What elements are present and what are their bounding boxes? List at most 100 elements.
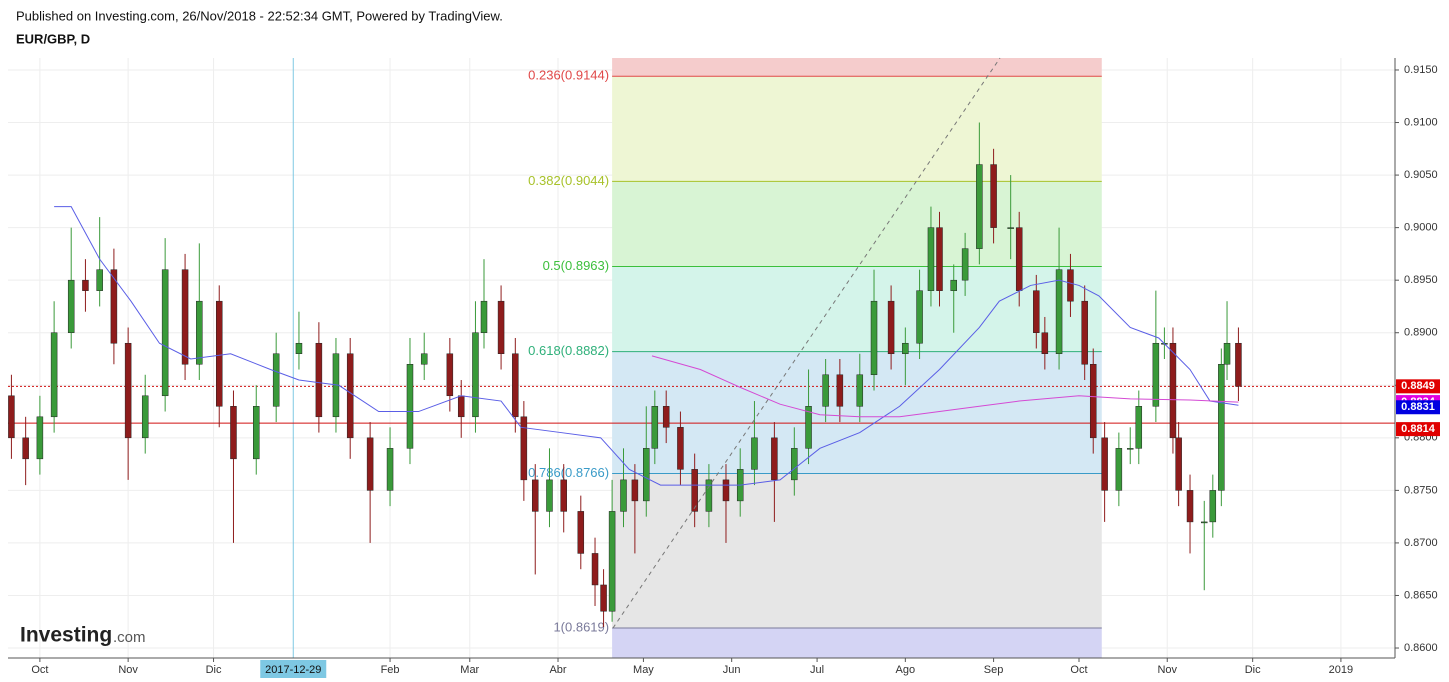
- candle-body: [620, 479, 627, 512]
- candle-body: [1067, 269, 1074, 302]
- logo-suffix: .com: [113, 629, 146, 646]
- candle-body: [446, 353, 454, 397]
- candle-body: [722, 479, 730, 502]
- candle-body: [50, 332, 58, 418]
- fib-band: [612, 58, 1102, 77]
- cursor-label-box: [260, 660, 327, 678]
- candle-body: [230, 406, 237, 460]
- candle-body: [346, 353, 354, 439]
- y-tick-label: 0.8750: [1404, 484, 1438, 496]
- y-tick-label: 0.8700: [1404, 537, 1438, 549]
- candle-body: [480, 300, 488, 333]
- y-tick-label: 0.9100: [1404, 116, 1438, 128]
- moving-average: [54, 206, 1239, 486]
- candle-body: [691, 469, 698, 512]
- x-tick-label: Ago: [896, 664, 916, 676]
- x-tick-label: Nov: [1157, 664, 1177, 676]
- y-tick-label: 0.9050: [1404, 169, 1438, 181]
- candle-body: [406, 364, 414, 449]
- candle-body: [677, 427, 684, 470]
- candle-body: [631, 479, 639, 502]
- candle-body: [990, 164, 997, 228]
- candle-body: [856, 374, 864, 407]
- candle-body: [1126, 448, 1134, 450]
- fib-label: 1(0.8619): [553, 619, 609, 634]
- candle-body: [836, 374, 844, 407]
- y-tick-label: 0.9000: [1404, 222, 1438, 234]
- candle-body: [608, 511, 616, 612]
- candle-body: [1041, 332, 1049, 354]
- fib-band: [612, 76, 1102, 182]
- candle-body: [272, 353, 280, 407]
- y-tick-label: 0.8950: [1404, 274, 1438, 286]
- candle-body: [916, 290, 923, 344]
- y-tick-label: 0.8600: [1404, 642, 1438, 654]
- price-label: 0.8849: [1401, 380, 1435, 392]
- candle-body: [705, 479, 713, 512]
- candle-body: [520, 416, 528, 481]
- candle-body: [472, 332, 479, 418]
- candle-body: [457, 395, 465, 418]
- y-tick-label: 0.9150: [1404, 64, 1438, 76]
- fib-band: [612, 628, 1102, 658]
- x-tick-label: Sep: [984, 664, 1004, 676]
- candle-body: [961, 248, 969, 281]
- candle-body: [497, 300, 505, 354]
- candle-body: [1115, 448, 1123, 491]
- candle-body: [577, 511, 585, 554]
- fib-label: 0.618(0.8882): [528, 343, 609, 358]
- candle-body: [1223, 342, 1231, 365]
- candle-body: [600, 584, 607, 612]
- candle-body: [791, 448, 798, 481]
- candle-body: [1089, 364, 1097, 439]
- x-tick-label: Dic: [1245, 664, 1261, 676]
- published-note: Published on Investing.com, 26/Nov/2018 …: [16, 8, 503, 23]
- fib-label: 0.382(0.9044): [528, 173, 609, 188]
- y-tick-label: 0.8650: [1404, 589, 1438, 601]
- symbol: EUR/GBP, D: [16, 31, 90, 46]
- candle-body: [1218, 364, 1225, 491]
- fib-band: [612, 181, 1102, 267]
- candle-body: [1135, 406, 1143, 449]
- candle-body: [386, 448, 394, 491]
- candle-body: [512, 353, 519, 418]
- candle-body: [1055, 269, 1063, 354]
- fib-band: [612, 266, 1102, 352]
- x-tick-label: Abr: [549, 664, 566, 676]
- candle-body: [1101, 437, 1108, 491]
- price-label-box: [1396, 422, 1440, 437]
- x-tick-label: Dic: [206, 664, 222, 676]
- candle-body: [1201, 521, 1208, 524]
- x-tick-label: Jul: [810, 664, 824, 676]
- candle-body: [82, 279, 89, 291]
- candle-body: [36, 416, 44, 460]
- plot: 0.236(0.9144) 0.382(0.9044) 0.5(0.8963) 0.6…: [8, 58, 1440, 678]
- candle-body: [976, 164, 983, 249]
- candle-body: [181, 269, 189, 365]
- x-tick-label: May: [633, 664, 654, 676]
- candle-body: [887, 300, 895, 354]
- candle-body: [161, 269, 169, 397]
- candle-body: [1175, 437, 1182, 491]
- candle-body: [651, 406, 659, 449]
- candle-body: [1033, 290, 1040, 333]
- candle-body: [805, 406, 812, 449]
- price-label: 0.8831: [1401, 401, 1435, 413]
- candle-body: [870, 300, 878, 376]
- x-tick-label: Nov: [118, 664, 138, 676]
- x-tick-label: Oct: [1070, 664, 1087, 676]
- price-label-box: [1396, 400, 1440, 415]
- candle-body: [771, 437, 778, 481]
- cursor-label: 2017-12-29: [265, 664, 321, 676]
- y-tick-label: 0.8900: [1404, 327, 1438, 339]
- x-tick-label: Feb: [381, 664, 400, 676]
- candle-body: [662, 406, 670, 428]
- candle-body: [8, 395, 15, 439]
- candle-body: [936, 227, 943, 291]
- candle-body: [1235, 342, 1242, 387]
- fib-band: [612, 473, 1102, 629]
- candle-body: [252, 406, 260, 460]
- candle-body: [643, 448, 650, 502]
- fib-label: 0.5(0.8963): [543, 258, 610, 273]
